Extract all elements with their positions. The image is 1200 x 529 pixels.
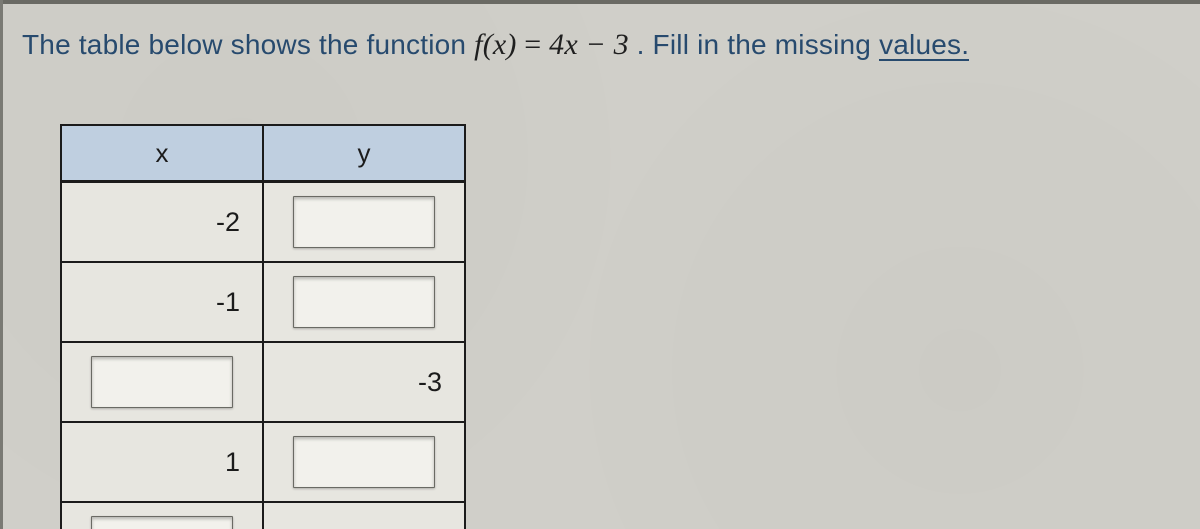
prompt-last-word: values.	[879, 32, 969, 61]
table-row: 5	[61, 502, 465, 529]
answer-input-y-1[interactable]	[293, 196, 435, 248]
answer-input-y-2[interactable]	[293, 276, 435, 328]
function-table-container: x y -2 -1 -3 1 5	[60, 124, 466, 529]
x-value: -2	[62, 207, 262, 238]
page-left-border	[0, 0, 3, 529]
answer-input-x-3[interactable]	[91, 356, 233, 408]
cell-y-5: 5	[263, 502, 465, 529]
cell-x-4: 1	[61, 422, 263, 502]
x-value: -1	[62, 287, 262, 318]
table-row: -1	[61, 262, 465, 342]
cell-y-1	[263, 182, 465, 263]
answer-input-y-4[interactable]	[293, 436, 435, 488]
prompt-eq: =	[517, 28, 550, 61]
cell-y-4	[263, 422, 465, 502]
function-table: x y -2 -1 -3 1 5	[60, 124, 466, 529]
table-body: -2 -1 -3 1 5	[61, 182, 465, 529]
column-header-x: x	[61, 125, 263, 182]
cell-x-3	[61, 342, 263, 422]
answer-input-x-5[interactable]	[91, 516, 233, 529]
prompt-text-before: The table below shows the function	[22, 29, 474, 60]
prompt-rhs: 4x − 3	[549, 28, 629, 61]
prompt-text-after: . Fill in the missing	[637, 29, 879, 60]
table-row: 1	[61, 422, 465, 502]
cell-y-2	[263, 262, 465, 342]
page-top-border	[0, 0, 1200, 4]
prompt-fx: f(x)	[474, 28, 516, 61]
column-header-y: y	[263, 125, 465, 182]
cell-y-3: -3	[263, 342, 465, 422]
table-row: -3	[61, 342, 465, 422]
table-header-row: x y	[61, 125, 465, 182]
cell-x-5	[61, 502, 263, 529]
table-row: -2	[61, 182, 465, 263]
question-prompt: The table below shows the function f(x) …	[22, 28, 1178, 62]
x-value: 1	[62, 447, 262, 478]
cell-x-2: -1	[61, 262, 263, 342]
function-expression: f(x) = 4x − 3	[474, 28, 636, 61]
y-value: -3	[264, 367, 464, 398]
cell-x-1: -2	[61, 182, 263, 263]
